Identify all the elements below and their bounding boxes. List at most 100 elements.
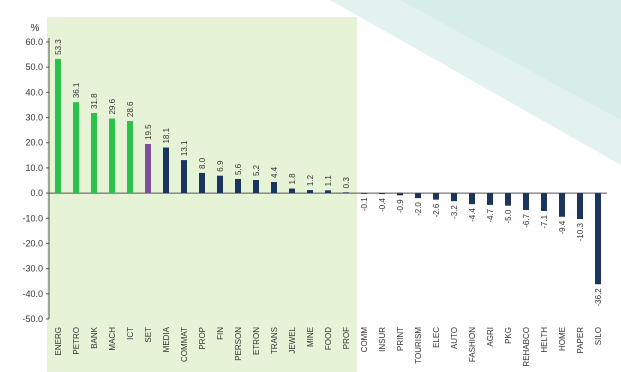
bar-petro — [73, 102, 79, 194]
y-tick-label: -10.0 — [22, 213, 43, 223]
y-tick-label: 30.0 — [25, 113, 43, 123]
value-label-food: 1.1 — [324, 175, 333, 187]
value-label-prop: 8.0 — [198, 157, 207, 169]
category-label-helth: HELTH — [540, 327, 549, 353]
bar-paper — [577, 193, 583, 220]
y-tick-label: -20.0 — [22, 238, 43, 248]
category-label-commat: COMMAT — [180, 327, 189, 362]
bar-commat — [181, 160, 187, 194]
y-tick-label: 60.0 — [25, 37, 43, 47]
bar-fin — [217, 175, 223, 194]
category-label-mach: MACH — [108, 327, 117, 351]
value-label-energ: 53.3 — [54, 39, 63, 55]
category-label-auto: AUTO — [450, 327, 459, 349]
value-label-commat: 13.1 — [180, 140, 189, 156]
category-label-tourism: TOURISM — [414, 327, 423, 364]
value-label-paper: -10.3 — [576, 222, 585, 241]
value-label-elec: -2.6 — [432, 203, 441, 217]
bar-prop — [199, 172, 205, 194]
bar-comm — [361, 193, 367, 194]
category-label-rehabco: REHABCO — [522, 327, 531, 367]
value-label-pkg: -5.0 — [504, 209, 513, 223]
bar-elec — [433, 193, 439, 200]
value-label-prof: 0.3 — [342, 177, 351, 189]
bar-rehabco — [523, 193, 529, 210]
y-tick-label: 40.0 — [25, 87, 43, 97]
value-label-rehabco: -6.7 — [522, 213, 531, 227]
value-label-set: 19.5 — [144, 124, 153, 140]
bar-bank — [91, 113, 97, 194]
category-label-petro: PETRO — [72, 327, 81, 355]
category-label-fashion: FASHION — [468, 327, 477, 362]
y-tick-label: 0.0 — [30, 188, 43, 198]
value-label-comm: -0.1 — [360, 197, 369, 211]
category-label-home: HOME — [558, 327, 567, 351]
category-label-energ: ENERG — [54, 327, 63, 355]
category-label-jewel: JEWEL — [288, 326, 297, 353]
value-label-person: 5.6 — [234, 163, 243, 175]
bar-home — [559, 193, 565, 217]
value-label-tourism: -2.0 — [414, 202, 423, 216]
bar-fashion — [469, 193, 475, 205]
value-label-jewel: 1.8 — [288, 173, 297, 185]
category-label-mine: MINE — [306, 327, 315, 347]
bar-pkg — [505, 193, 511, 206]
category-label-set: SET — [144, 327, 153, 343]
value-label-bank: 31.8 — [90, 93, 99, 109]
category-label-food: FOOD — [324, 327, 333, 350]
category-label-media: MEDIA — [162, 326, 171, 352]
value-label-home: -9.4 — [558, 220, 567, 234]
y-tick-label: 50.0 — [25, 62, 43, 72]
y-tick-label: 20.0 — [25, 138, 43, 148]
value-label-mach: 29.6 — [108, 98, 117, 114]
value-label-petro: 36.1 — [72, 82, 81, 98]
y-tick-label: 10.0 — [25, 163, 43, 173]
value-label-auto: -3.2 — [450, 205, 459, 219]
value-label-etron: 5.2 — [252, 164, 261, 176]
y-tick-label: -30.0 — [22, 264, 43, 274]
y-tick-label: -40.0 — [22, 289, 43, 299]
value-label-print: -0.9 — [396, 199, 405, 213]
category-label-comm: COMM — [360, 327, 369, 353]
value-label-agri: -4.7 — [486, 208, 495, 222]
value-label-fin: 6.9 — [216, 160, 225, 172]
category-label-bank: BANK — [90, 326, 99, 348]
highlight-band — [47, 17, 357, 372]
bar-etron — [253, 179, 259, 194]
y-tick-label: -50.0 — [22, 314, 43, 324]
category-label-insur: INSUR — [378, 327, 387, 352]
category-label-etron: ETRON — [252, 327, 261, 355]
bar-auto — [451, 193, 457, 202]
value-label-fashion: -4.4 — [468, 208, 477, 222]
bar-jewel — [289, 188, 295, 194]
category-label-pkg: PKG — [504, 327, 513, 344]
bar-mine — [307, 190, 313, 194]
bar-print — [397, 193, 403, 196]
bar-helth — [541, 193, 547, 211]
value-label-media: 18.1 — [162, 127, 171, 143]
category-label-silo: SILO — [594, 327, 603, 345]
category-label-person: PERSON — [234, 327, 243, 361]
bar-set — [145, 143, 151, 194]
category-label-fin: FIN — [216, 327, 225, 340]
category-label-ict: ICT — [126, 327, 135, 340]
bar-mach — [109, 118, 115, 194]
value-label-mine: 1.2 — [306, 174, 315, 186]
bar-prof — [343, 192, 349, 194]
bar-insur — [379, 193, 385, 195]
bar-agri — [487, 193, 493, 205]
value-label-insur: -0.4 — [378, 198, 387, 212]
bar-food — [325, 190, 331, 194]
bar-energ — [55, 58, 61, 194]
category-label-agri: AGRI — [486, 327, 495, 347]
bar-ict — [127, 121, 133, 194]
bar-silo — [595, 193, 601, 285]
category-label-prop: PROP — [198, 327, 207, 350]
bar-trans — [271, 182, 277, 194]
value-label-silo: -36.2 — [594, 288, 603, 307]
bar-tourism — [415, 193, 421, 199]
bar-person — [235, 178, 241, 194]
category-label-paper: PAPER — [576, 327, 585, 354]
